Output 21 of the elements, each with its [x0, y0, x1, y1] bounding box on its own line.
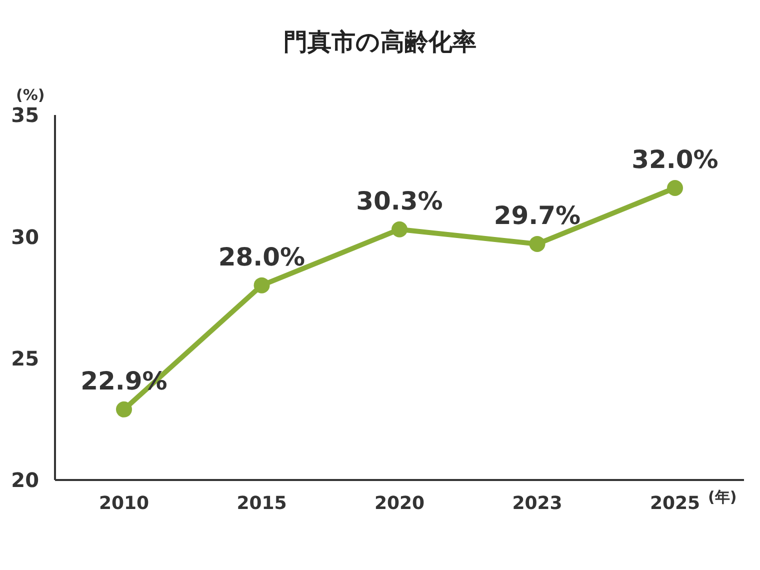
data-label: 30.3%	[356, 186, 443, 216]
y-tick-label: 35	[11, 103, 39, 128]
point	[667, 180, 683, 196]
x-tick-label: 2025	[650, 492, 700, 514]
data-label: 29.7%	[494, 200, 581, 230]
point	[529, 236, 546, 252]
data-label: 32.0%	[632, 145, 718, 174]
y-tick-label: 25	[11, 346, 39, 370]
x-tick-label: 2015	[236, 492, 287, 514]
point	[254, 277, 270, 294]
y-tick-label: 30	[11, 224, 39, 249]
point	[392, 221, 408, 238]
x-tick-label: 2023	[512, 492, 562, 514]
data-label: 28.0%	[218, 242, 306, 272]
point	[116, 401, 132, 418]
chart-title: 門真市の高齢化率	[282, 27, 478, 58]
x-tick-label: 2010	[98, 492, 150, 514]
y-tick-label: 20	[11, 468, 39, 492]
x-axis-title: (年)	[708, 488, 737, 507]
x-tick-label: 2020	[374, 492, 425, 514]
y-axis-title: (%)	[16, 86, 45, 104]
